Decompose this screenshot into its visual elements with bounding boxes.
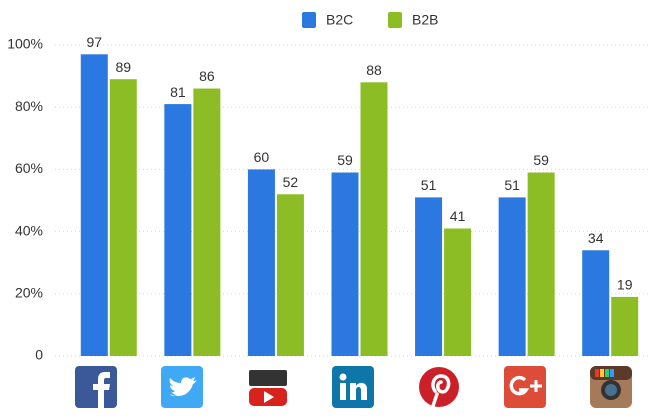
bar — [193, 88, 221, 356]
bar — [331, 172, 359, 356]
bar — [444, 228, 472, 356]
value-label: 59 — [337, 152, 353, 168]
value-label: 41 — [450, 208, 466, 224]
y-tick-label: 20% — [15, 285, 43, 301]
y-tick-label: 60% — [15, 160, 43, 176]
instagram-icon — [590, 366, 632, 408]
y-tick-label: 80% — [15, 98, 43, 114]
value-label: 97 — [86, 34, 102, 50]
y-tick-label: 40% — [15, 222, 43, 238]
legend-label: B2B — [412, 12, 438, 28]
plot-area: 0 20% 40% 60% 80% 100% 97 89 81 86 60 52 59 88 51 41 51 5… — [7, 12, 650, 363]
value-label: 51 — [504, 177, 520, 193]
youtube-icon — [249, 370, 287, 406]
value-label: 19 — [617, 277, 633, 293]
value-label: 59 — [533, 152, 549, 168]
bar — [164, 104, 192, 356]
bar — [498, 197, 526, 356]
category-icons — [75, 366, 632, 408]
bar — [415, 197, 443, 356]
bar — [276, 194, 304, 356]
google-plus-icon — [504, 366, 546, 408]
linkedin-icon — [332, 366, 374, 408]
bar — [360, 82, 388, 356]
bar — [109, 79, 137, 357]
value-label: 86 — [199, 68, 215, 84]
twitter-icon — [161, 366, 203, 408]
value-label: 60 — [254, 149, 270, 165]
value-label: 81 — [170, 84, 186, 100]
value-label: 34 — [588, 230, 604, 246]
bar — [582, 250, 610, 356]
value-label: 52 — [283, 174, 299, 190]
legend-label: B2C — [326, 12, 353, 28]
legend-swatch — [388, 12, 402, 28]
bar — [527, 172, 555, 356]
legend-swatch — [302, 12, 316, 28]
facebook-icon — [75, 366, 117, 408]
value-label: 51 — [421, 177, 437, 193]
bar — [611, 296, 639, 356]
y-tick-label: 100% — [7, 36, 43, 52]
bar — [80, 54, 108, 357]
value-label: 88 — [366, 62, 382, 78]
bar — [247, 169, 275, 356]
pinterest-icon — [419, 367, 459, 408]
y-tick-label: 0 — [35, 347, 43, 363]
value-label: 89 — [115, 59, 131, 75]
